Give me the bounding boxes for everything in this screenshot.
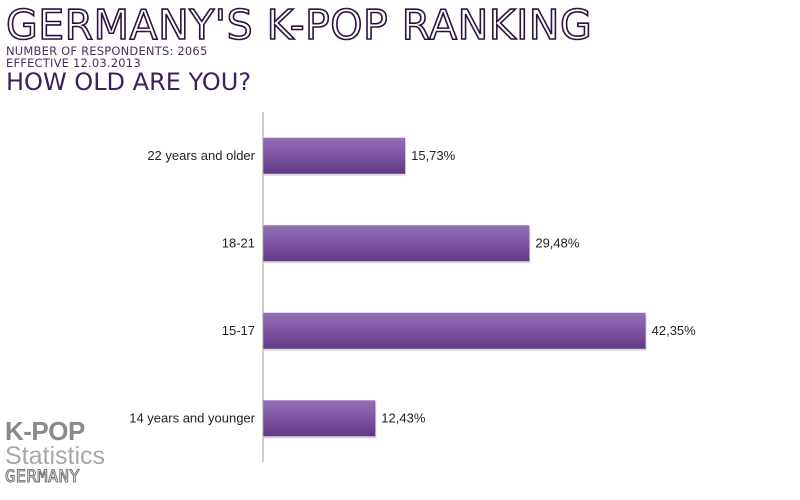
- logo-germany-text: GERMANY: [4, 467, 81, 487]
- value-label: 12,43%: [381, 410, 426, 425]
- bar: [263, 137, 406, 174]
- bars-layer: 22 years and older 15,73% 18-21 29,48% 15-17…: [129, 137, 697, 439]
- logo-statistics-text: Statistics: [5, 442, 106, 470]
- category-label: 15-17: [222, 323, 255, 338]
- logo-kpop-text: K-POP: [5, 416, 85, 446]
- value-label: 42,35%: [652, 323, 697, 338]
- kpop-statistics-logo: K-POP Statistics GERMANY: [4, 416, 106, 487]
- value-label: 15,73%: [411, 148, 456, 163]
- effective-date: EFFECTIVE 12.03.2013: [6, 56, 141, 70]
- category-label: 18-21: [222, 235, 255, 250]
- chart-title: GERMANY'S K-POP RANKING: [5, 1, 593, 49]
- value-label: 29,48%: [535, 235, 580, 250]
- category-label: 14 years and younger: [129, 410, 255, 425]
- survey-question: HOW OLD ARE YOU?: [6, 68, 252, 96]
- category-label: 22 years and older: [147, 148, 255, 163]
- bar: [263, 400, 376, 437]
- bar: [263, 312, 646, 349]
- respondents-count: NUMBER OF RESPONDENTS: 2065: [6, 44, 208, 58]
- bar: [263, 225, 530, 262]
